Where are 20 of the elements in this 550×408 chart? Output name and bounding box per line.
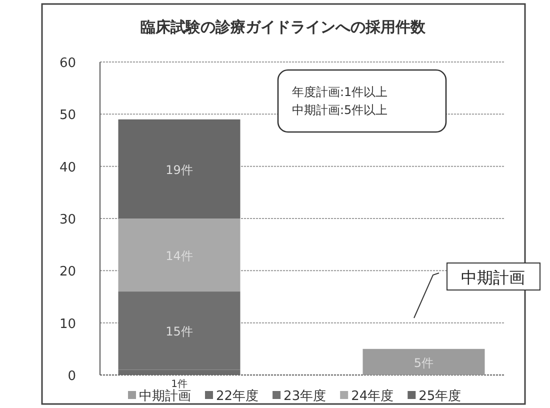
legend-label: 22年度 (216, 388, 259, 404)
y-tick-label: 50 (59, 108, 76, 124)
legend-label: 25年度 (418, 388, 462, 404)
annotation: 中期計画 (461, 268, 525, 287)
legend-label: 23年度 (284, 388, 326, 404)
annotation: 中期計画:5件以上 (292, 103, 388, 117)
data-label: 15件 (166, 324, 193, 339)
annotation: 年度計画:1件以上 (292, 85, 388, 99)
y-tick-label: 60 (59, 56, 76, 71)
y-tick-label: 30 (59, 212, 76, 228)
y-tick-label: 10 (59, 316, 76, 332)
legend-label: 24年度 (351, 388, 394, 404)
y-tick-label: 20 (59, 264, 76, 280)
data-label: 19件 (166, 162, 193, 177)
data-label: 1件 (171, 379, 188, 390)
data-label: 5件 (414, 356, 434, 370)
chart-title: 臨床試験の診療ガイドラインへの採用件数 (140, 18, 426, 36)
y-tick-label: 0 (68, 369, 76, 384)
y-tick-label: 40 (59, 160, 76, 176)
legend-label: 中期計画 (139, 389, 191, 404)
